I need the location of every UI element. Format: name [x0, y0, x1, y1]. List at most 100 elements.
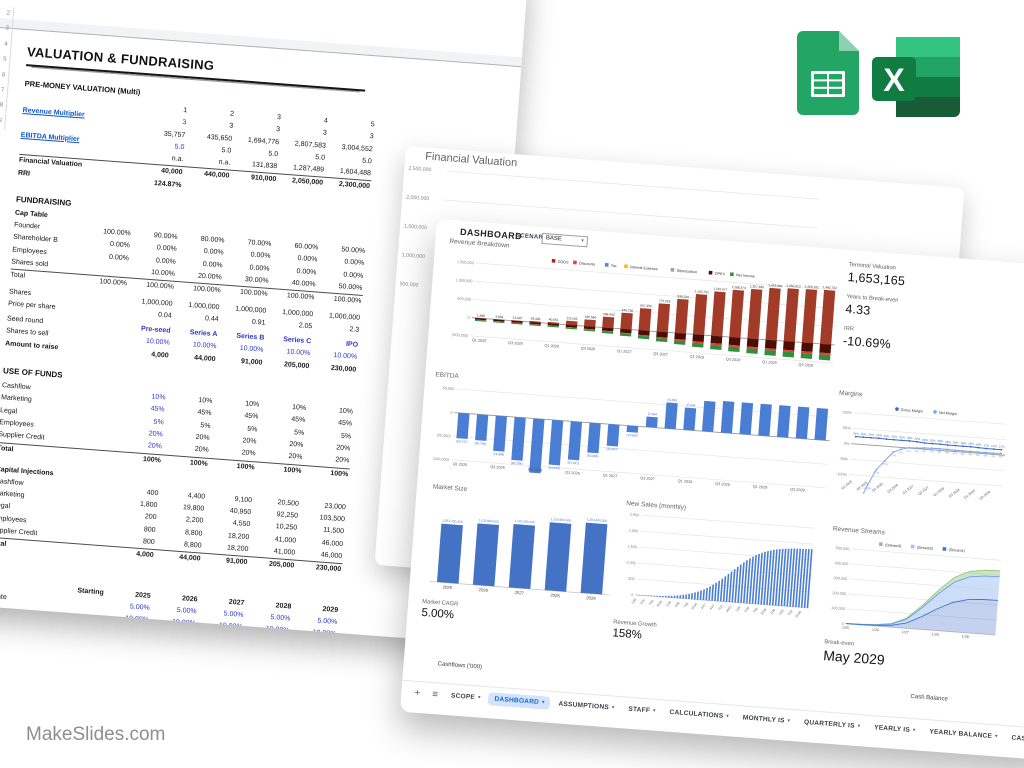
svg-text:5%: 5% — [937, 450, 942, 454]
chevron-down-icon: ▾ — [611, 704, 615, 710]
svg-text:3,569: 3,569 — [495, 315, 503, 320]
sheet-tab-monthly-is[interactable]: MONTHLY IS ▾ — [736, 710, 796, 727]
table-cell — [322, 197, 369, 201]
svg-text:Q1 2025: Q1 2025 — [472, 338, 487, 343]
svg-text:23%: 23% — [907, 436, 913, 440]
add-sheet-icon[interactable]: + — [414, 687, 421, 699]
svg-text:4%: 4% — [968, 452, 973, 456]
svg-text:500,000: 500,000 — [399, 281, 418, 288]
svg-text:1,103,900,000: 1,103,900,000 — [478, 518, 499, 524]
svg-text:Q3 2026: Q3 2026 — [887, 483, 900, 494]
svg-text:1/29: 1/29 — [962, 635, 969, 640]
svg-text:2,500,000: 2,500,000 — [408, 166, 432, 174]
row-number: 2 — [6, 10, 11, 17]
svg-text:1,389: 1,389 — [477, 313, 485, 318]
svg-text:(Stream3): (Stream3) — [885, 543, 902, 548]
svg-text:Q1 2026: Q1 2026 — [871, 482, 884, 493]
sheet-tab-scope[interactable]: SCOPE ▾ — [445, 688, 487, 704]
row-number: 5 — [2, 56, 7, 63]
table-cell — [79, 298, 126, 302]
svg-text:10/28: 10/28 — [760, 607, 768, 616]
svg-text:1,000,000: 1,000,000 — [402, 252, 426, 260]
svg-text:Q1 2029: Q1 2029 — [753, 485, 768, 490]
svg-text:47,044: 47,044 — [686, 403, 696, 408]
chevron-down-icon: ▾ — [652, 707, 656, 713]
new-sales-chart: New Sales (monthly) 2,500 2,000 1,500 1,000… — [616, 500, 820, 626]
dashboard-sheet: DASHBOARD SCENARIO BASE ▾ Revenue Breakd… — [399, 219, 1024, 761]
svg-text:Q3 2025: Q3 2025 — [856, 481, 869, 492]
svg-text:1/28: 1/28 — [932, 632, 939, 637]
row-label — [20, 149, 90, 154]
svg-text:X: X — [883, 62, 905, 98]
sheet-tab-yearly-is[interactable]: YEARLY IS ▾ — [868, 720, 922, 737]
svg-text:1,298,373: 1,298,373 — [731, 285, 746, 290]
svg-text:(63,096): (63,096) — [587, 453, 599, 458]
svg-text:1/29: 1/29 — [769, 608, 776, 615]
table-cell — [67, 455, 114, 459]
svg-text:0: 0 — [450, 411, 452, 415]
svg-text:(94,633): (94,633) — [548, 466, 560, 471]
chevron-down-icon: ▾ — [994, 733, 998, 739]
svg-text:4/29: 4/29 — [778, 608, 785, 615]
svg-text:936,240: 936,240 — [677, 294, 689, 299]
svg-text:500,000: 500,000 — [457, 297, 471, 302]
svg-text:54,833: 54,833 — [667, 398, 677, 403]
tab-label: QUARTERLY IS — [803, 718, 855, 730]
svg-text:29,436: 29,436 — [530, 316, 540, 321]
sheet-tab-dashboard[interactable]: DASHBOARD ▾ — [488, 691, 552, 710]
tab-label: CASHFLOW — [1011, 734, 1024, 745]
svg-text:4/27: 4/27 — [709, 603, 716, 610]
svg-text:-50%: -50% — [839, 457, 849, 462]
svg-text:(50,000): (50,000) — [436, 433, 451, 438]
svg-text:1,051,250,000: 1,051,250,000 — [442, 518, 463, 524]
table-cell — [72, 392, 119, 396]
svg-text:1/26: 1/26 — [665, 600, 672, 607]
svg-text:10/26: 10/26 — [690, 602, 698, 611]
svg-text:300,000: 300,000 — [833, 576, 847, 581]
sheet-tab-assumptions[interactable]: ASSUMPTIONS ▾ — [552, 697, 621, 715]
svg-text:1,450,013: 1,450,013 — [786, 284, 801, 289]
svg-text:74,987: 74,987 — [762, 395, 772, 400]
watermark-brand: MakeSlides.com — [26, 724, 166, 745]
row-label — [22, 125, 92, 130]
chevron-down-icon: ▾ — [726, 713, 730, 719]
revenue-breakdown-plot: 1,500,000 1,000,000 500,000 0 (500,000) COGS D… — [439, 246, 842, 377]
table-cell — [71, 405, 118, 409]
svg-text:Q1 2026: Q1 2026 — [528, 468, 543, 473]
svg-text:Q3 2028: Q3 2028 — [715, 482, 730, 487]
sheet-tab-calculations[interactable]: CALCULATIONS ▾ — [663, 705, 735, 723]
svg-text:Net Income: Net Income — [736, 273, 755, 278]
sheet-tab-quarterly-is[interactable]: QUARTERLY IS ▾ — [798, 715, 867, 733]
sheet-tab-staff[interactable]: STAFF ▾ — [622, 702, 662, 718]
row-number: 8 — [0, 102, 4, 109]
svg-text:Q1 2028: Q1 2028 — [689, 355, 704, 360]
table-cell — [90, 154, 137, 158]
svg-text:Interest Expense: Interest Expense — [630, 265, 658, 271]
cash-balance-chart-label: Cash Balance — [910, 693, 948, 703]
svg-text:2,000,000: 2,000,000 — [406, 195, 430, 203]
sheet-tab-cashflow[interactable]: CASHFLOW▾ — [1005, 731, 1024, 748]
svg-text:Q3 2027: Q3 2027 — [640, 476, 655, 481]
svg-text:445,736: 445,736 — [621, 308, 633, 313]
svg-text:1/27: 1/27 — [700, 603, 707, 610]
svg-text:-6%: -6% — [898, 450, 904, 454]
new-sales-plot: 2,500 2,000 1,500 1,000 500 0 1/25 4/25 7/25 10/2… — [616, 508, 819, 626]
stat-break-even: Break-even May 2029 — [823, 639, 994, 676]
table-cell — [93, 105, 140, 109]
tab-label: MONTHLY IS — [742, 713, 785, 724]
svg-text:Q3 2026: Q3 2026 — [581, 346, 596, 351]
svg-text:24%: 24% — [853, 431, 859, 435]
table-cell — [64, 500, 111, 504]
row-label — [0, 610, 55, 615]
svg-text:4/28: 4/28 — [743, 606, 750, 613]
svg-text:100%: 100% — [842, 410, 853, 415]
sheet-tab-yearly-balance[interactable]: YEARLY BALANCE ▾ — [923, 724, 1004, 743]
svg-text:Q1 2027: Q1 2027 — [617, 349, 632, 354]
tab-label: YEARLY BALANCE — [929, 727, 993, 740]
svg-text:Q3 2028: Q3 2028 — [726, 357, 741, 362]
all-sheets-menu-icon[interactable]: ≡ — [431, 688, 439, 700]
svg-text:(45,667): (45,667) — [606, 447, 618, 452]
svg-text:(Stream1): (Stream1) — [948, 548, 965, 553]
market-size-chart: Market Size 1,051,250,000 2025 1,103,900,0… — [423, 483, 621, 605]
